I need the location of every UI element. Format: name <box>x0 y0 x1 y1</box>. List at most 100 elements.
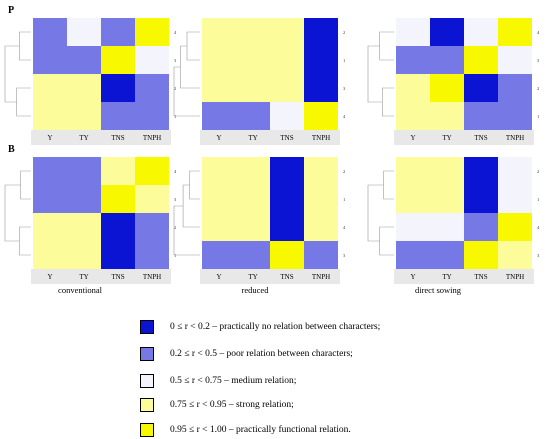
row-index-label: 3 <box>343 86 346 91</box>
heatmap-cell <box>270 213 304 241</box>
legend-label: 0.95 ≤ r < 1.00 – practically functional… <box>170 425 351 435</box>
heatmap-cell <box>101 46 135 74</box>
legend-swatch <box>140 347 154 361</box>
heatmap-cell <box>430 213 464 241</box>
heatmap-cell <box>236 74 270 102</box>
row-index-label: 4 <box>343 225 346 230</box>
axis-label-strip <box>394 130 534 145</box>
row-index-label: 3 <box>174 197 177 202</box>
row-index-label: 1 <box>343 197 345 202</box>
heatmap-cell <box>304 213 338 241</box>
dendrogram-branch <box>173 66 200 117</box>
heatmap-cell <box>202 18 236 46</box>
row-index-label: 2 <box>174 225 176 230</box>
heatmap-cell <box>396 74 430 102</box>
x-tick-label: TY <box>248 134 257 142</box>
dendrogram-branch <box>19 31 31 61</box>
dendrogram-branch <box>383 170 394 200</box>
heatmap-cell <box>236 102 270 130</box>
heatmap-cell <box>498 102 532 130</box>
x-tick-label: Y <box>47 273 52 281</box>
heatmap-cell <box>498 46 532 74</box>
heatmap-cell <box>430 157 464 185</box>
heatmap-cell <box>135 46 169 74</box>
heatmap-cell <box>430 185 464 213</box>
heatmap-cell <box>236 185 270 213</box>
row-index-label: 2 <box>343 169 345 174</box>
dendrogram-branch <box>186 31 200 61</box>
row-index-label: 3 <box>537 253 540 258</box>
heatmap-cell <box>464 213 498 241</box>
heatmap-cell <box>498 241 532 269</box>
dendrogram-branch <box>19 226 31 256</box>
legend-item: 0.75 ≤ r < 0.95 – strong relation; <box>140 396 294 414</box>
heatmap-cell <box>464 157 498 185</box>
column-label: direct sowing <box>415 285 462 295</box>
heatmap-cell <box>396 157 430 185</box>
x-tick-label: TY <box>248 273 257 281</box>
row-index-label: 1 <box>537 114 539 119</box>
heatmap-cell <box>135 185 169 213</box>
heatmap-cell <box>464 18 498 46</box>
x-tick-label: TNS <box>474 134 487 142</box>
heatmap-cell <box>101 241 135 269</box>
legend-item: 0.95 ≤ r < 1.00 – practically functional… <box>140 421 351 439</box>
row-index-label: 3 <box>174 58 177 63</box>
legend-swatch <box>140 398 154 412</box>
heatmap-cell <box>135 213 169 241</box>
legend-item: 0.5 ≤ r < 0.75 – medium relation; <box>140 372 296 390</box>
heatmap-cell <box>236 46 270 74</box>
heatmap-cell <box>498 74 532 102</box>
heatmap-cell <box>33 185 67 213</box>
heatmap-cell <box>67 102 101 130</box>
x-tick-label: TY <box>79 273 88 281</box>
heatmap-cell <box>101 185 135 213</box>
heatmap-cell <box>498 157 532 185</box>
heatmap-cell <box>270 46 304 74</box>
heatmap-cell <box>304 102 338 130</box>
heatmap-cell <box>33 213 67 241</box>
dendrogram-branch <box>173 205 200 256</box>
heatmap-cell <box>67 185 101 213</box>
heatmap-cell <box>101 18 135 46</box>
legend-label: 0 ≤ r < 0.2 – practically no relation be… <box>170 322 381 332</box>
heatmap-cell <box>101 213 135 241</box>
legend-label: 0.75 ≤ r < 0.95 – strong relation; <box>170 400 294 410</box>
dendrogram-branch <box>189 170 200 200</box>
heatmap-cell <box>396 46 430 74</box>
heatmap-cell <box>304 18 338 46</box>
heatmap-cell <box>430 74 464 102</box>
x-tick-label: Y <box>216 134 221 142</box>
dendrogram-branch <box>180 45 200 89</box>
heatmap-cell <box>430 46 464 74</box>
row-index-label: 4 <box>537 225 540 230</box>
legend-swatch <box>140 374 154 388</box>
heatmap-cell <box>270 157 304 185</box>
heatmap-cell <box>202 241 236 269</box>
heatmap-cell <box>304 74 338 102</box>
row-index-label: 2 <box>537 86 539 91</box>
heatmap-cell <box>202 213 236 241</box>
heatmap-cell <box>430 241 464 269</box>
heatmap-cell <box>396 241 430 269</box>
heatmap-cell <box>135 241 169 269</box>
row-index-label: 3 <box>537 58 540 63</box>
heatmap-cell <box>236 18 270 46</box>
row-index-label: 1 <box>174 253 176 258</box>
heatmap-cell <box>202 157 236 185</box>
heatmap-cell <box>101 74 135 102</box>
x-tick-label: TNS <box>111 273 124 281</box>
heatmap-cell <box>202 185 236 213</box>
heatmap-cell <box>304 241 338 269</box>
x-tick-label: TNPH <box>506 134 524 142</box>
heatmap-cell <box>67 213 101 241</box>
x-tick-label: Y <box>410 134 415 142</box>
heatmap-cell <box>67 46 101 74</box>
heatmap-cell <box>202 102 236 130</box>
axis-label-strip <box>31 269 171 284</box>
panel-label-p: P <box>8 5 14 16</box>
heatmap-cell <box>135 157 169 185</box>
heatmap-cell <box>202 46 236 74</box>
row-index-label: 2 <box>343 30 345 35</box>
